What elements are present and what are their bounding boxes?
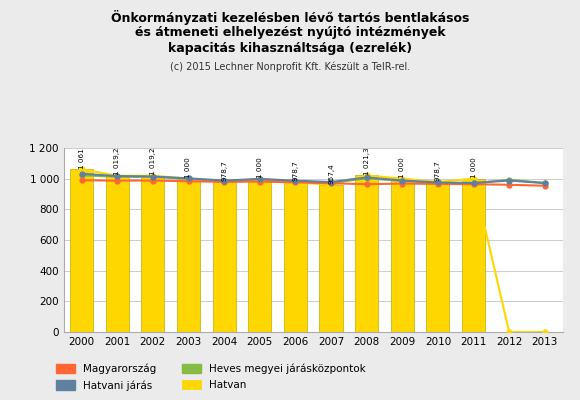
Bar — [142, 176, 165, 332]
Bar — [462, 179, 485, 332]
Text: 1 019,2: 1 019,2 — [114, 147, 120, 175]
Legend: Magyarország, Hatvani járás, Heves megyei járásközpontok, Hatvan: Magyarország, Hatvani járás, Heves megye… — [52, 359, 370, 395]
Text: 1 019,2: 1 019,2 — [150, 147, 156, 175]
Text: 1 000: 1 000 — [399, 157, 405, 178]
Text: 957,4: 957,4 — [328, 164, 334, 184]
Text: 978,7: 978,7 — [221, 160, 227, 181]
Text: 1 021,3: 1 021,3 — [364, 147, 369, 175]
Text: 1 000: 1 000 — [470, 157, 477, 178]
Bar — [212, 182, 235, 332]
Bar — [106, 176, 129, 332]
Bar — [284, 182, 307, 332]
Text: 978,7: 978,7 — [292, 160, 298, 181]
Text: kapacitás kihasználtsága (ezrelék): kapacitás kihasználtsága (ezrelék) — [168, 42, 412, 55]
Text: 978,7: 978,7 — [435, 160, 441, 181]
Text: Önkormányzati kezelésben lévő tartós bentlakásos: Önkormányzati kezelésben lévő tartós ben… — [111, 10, 469, 25]
Bar — [426, 182, 450, 332]
Text: 1 061: 1 061 — [79, 148, 85, 168]
Text: 1 000: 1 000 — [257, 157, 263, 178]
Bar — [70, 169, 93, 332]
Text: (c) 2015 Lechner Nonprofit Kft. Készült a TeIR-rel.: (c) 2015 Lechner Nonprofit Kft. Készült … — [170, 62, 410, 72]
Text: 1 000: 1 000 — [186, 157, 191, 178]
Bar — [391, 179, 414, 332]
Bar — [177, 179, 200, 332]
Text: és átmeneti elhelyezést nyújtó intézmények: és átmeneti elhelyezést nyújtó intézmény… — [135, 26, 445, 39]
Bar — [320, 185, 343, 332]
Bar — [355, 176, 378, 332]
Bar — [248, 179, 271, 332]
